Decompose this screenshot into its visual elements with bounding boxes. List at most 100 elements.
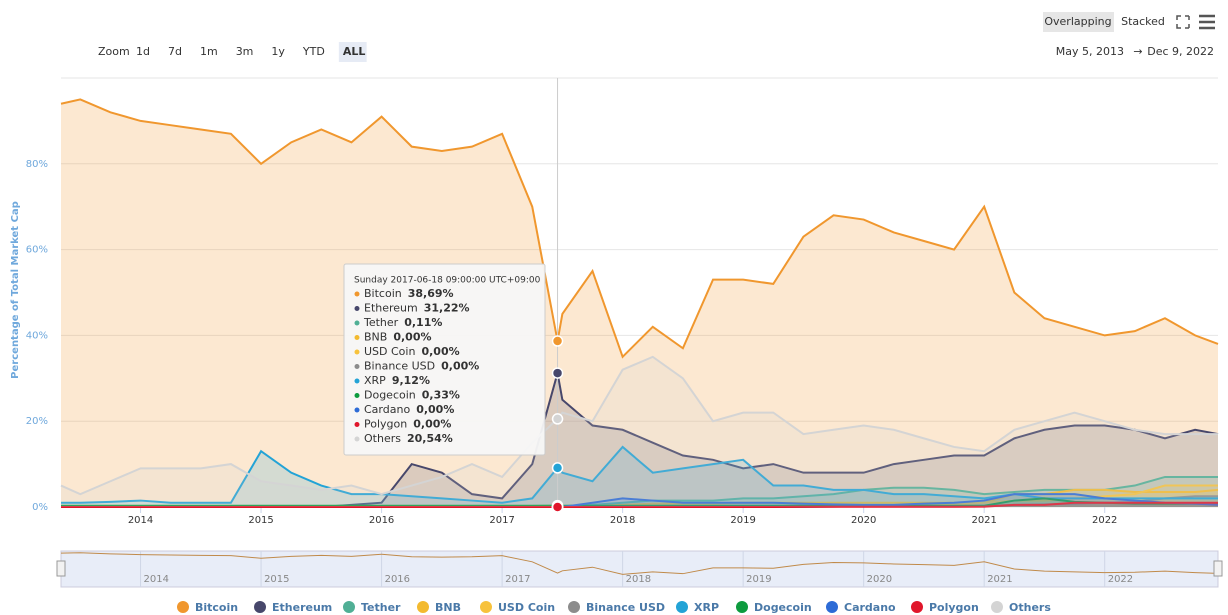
legend-dot[interactable] — [480, 601, 492, 613]
legend-label[interactable]: USD Coin — [498, 601, 555, 614]
navigator-handle[interactable] — [1213, 560, 1223, 577]
navigator-line — [60, 552, 1219, 575]
legend-label[interactable]: Cardano — [844, 601, 896, 614]
navigator-label: 2015 — [264, 574, 289, 585]
legend-label[interactable]: BNB — [435, 601, 461, 614]
zoom-button[interactable]: 1d — [136, 45, 150, 58]
tooltip-name: Binance USD — [364, 360, 435, 373]
legend-dot[interactable] — [991, 601, 1003, 613]
legend-label[interactable]: XRP — [694, 601, 719, 614]
y-tick-label: 60% — [26, 245, 48, 256]
legend-label[interactable]: Ethereum — [272, 601, 332, 614]
tooltip-dot — [354, 306, 360, 311]
y-tick-label: 80% — [26, 159, 48, 170]
zoom-button-bg — [338, 42, 367, 62]
tooltip-name: Cardano — [364, 403, 410, 416]
menu-icon[interactable] — [1199, 14, 1215, 30]
navigator-label: 2018 — [626, 574, 651, 585]
tooltip-value: 20,54% — [407, 432, 453, 445]
legend-label[interactable]: Dogecoin — [754, 601, 812, 614]
legend-dot[interactable] — [254, 601, 266, 613]
tooltip-value: 0,00% — [416, 403, 454, 416]
tooltip-dot — [354, 364, 360, 369]
y-tick-label: 20% — [26, 416, 48, 427]
zoom-button[interactable]: ALL — [343, 45, 366, 58]
tooltip-value: 0,33% — [422, 389, 460, 402]
legend-label[interactable]: Binance USD — [586, 601, 665, 614]
tooltip-name: Dogecoin — [364, 389, 416, 402]
x-tick-label: 2015 — [248, 515, 273, 526]
tooltip-dot — [354, 320, 360, 326]
area — [61, 496, 1218, 507]
tooltip-name: USD Coin — [364, 345, 415, 358]
tooltip-value: 0,00% — [413, 418, 451, 431]
range-start: May 5, 2013 — [1056, 45, 1124, 58]
tooltip-dot — [354, 378, 360, 384]
legend-dot[interactable] — [417, 601, 429, 613]
tooltip-dot — [354, 335, 360, 340]
navigator[interactable] — [60, 550, 1219, 588]
range-end: Dec 9, 2022 — [1147, 45, 1214, 58]
navigator-handle[interactable] — [56, 560, 66, 577]
hover-marker — [551, 335, 564, 347]
series-line — [61, 497, 1218, 507]
legend-label[interactable]: Bitcoin — [195, 601, 238, 614]
y-tick-label: 40% — [26, 330, 48, 341]
legend-dot[interactable] — [911, 601, 923, 613]
mode-button-bg[interactable] — [1043, 12, 1114, 32]
legend-label[interactable]: Others — [1009, 601, 1051, 614]
area — [61, 446, 1218, 507]
zoom-button[interactable]: 3m — [236, 45, 254, 58]
navigator-label: 2019 — [746, 574, 771, 585]
tooltip-value: 0,00% — [441, 360, 479, 373]
x-tick-label: 2016 — [369, 515, 394, 526]
tooltip-title: Sunday 2017-06-18 09:00:00 UTC+09:00 — [354, 276, 541, 286]
series-line — [60, 98, 1219, 359]
mode-button[interactable]: Overlapping — [1044, 15, 1111, 28]
tooltip-value: 9,12% — [392, 374, 430, 387]
hover-marker — [551, 367, 564, 379]
legend-dot[interactable] — [568, 601, 580, 613]
tooltip-value: 0,00% — [393, 331, 431, 344]
navigator-label: 2014 — [144, 574, 169, 585]
tooltip-dot — [354, 422, 360, 427]
tooltip-dot — [354, 291, 360, 297]
y-tick-label: 0% — [32, 502, 48, 513]
zoom-button[interactable]: YTD — [302, 45, 325, 58]
hover-marker — [551, 462, 564, 474]
legend-dot[interactable] — [676, 601, 688, 613]
zoom-button[interactable]: 7d — [168, 45, 182, 58]
navigator-label: 2017 — [505, 574, 530, 585]
area — [61, 356, 1218, 507]
series-line — [61, 501, 1218, 508]
tooltip-name: BNB — [364, 331, 387, 344]
hover-marker — [551, 501, 564, 513]
legend-label[interactable]: Polygon — [929, 601, 979, 614]
legend-label[interactable]: Tether — [361, 601, 401, 614]
x-tick-label: 2019 — [730, 515, 755, 526]
y-axis-title: Percentage of Total Market Cap — [10, 201, 21, 379]
tooltip-name: Tether — [363, 316, 399, 329]
mode-button[interactable]: Stacked — [1121, 15, 1165, 28]
zoom-label: Zoom — [98, 45, 130, 58]
tooltip-value: 38,69% — [408, 287, 454, 300]
tooltip-name: Bitcoin — [364, 287, 402, 300]
x-tick-label: 2020 — [851, 515, 876, 526]
zoom-button[interactable]: 1m — [200, 45, 218, 58]
fullscreen-icon[interactable] — [1176, 15, 1190, 29]
tooltip-value: 0,11% — [404, 316, 442, 329]
legend-dot[interactable] — [826, 601, 838, 613]
tooltip-dot — [354, 436, 360, 442]
zoom-button[interactable]: 1y — [271, 45, 285, 58]
legend-dot[interactable] — [177, 601, 189, 613]
x-tick-label: 2014 — [128, 515, 153, 526]
tooltip-dot — [354, 407, 360, 413]
tooltip-value: 0,00% — [421, 345, 459, 358]
area — [61, 485, 1218, 507]
tooltip-name: Ethereum — [364, 302, 418, 315]
legend-dot[interactable] — [343, 601, 355, 613]
x-tick-label: 2021 — [971, 515, 996, 526]
legend-dot[interactable] — [736, 601, 748, 613]
